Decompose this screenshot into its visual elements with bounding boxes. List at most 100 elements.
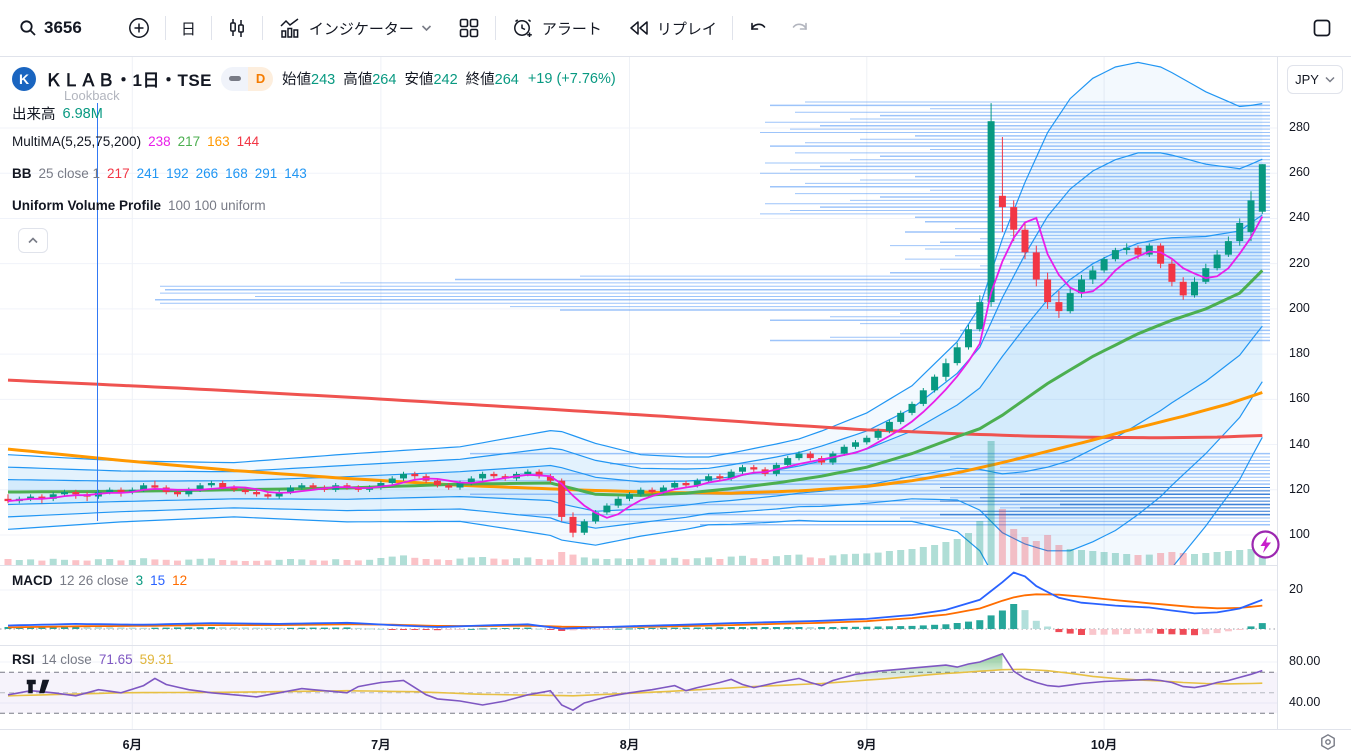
collapse-legend-button[interactable] xyxy=(18,228,48,253)
dash-icon xyxy=(228,76,241,81)
legend-value: 238 xyxy=(148,134,171,149)
volume-profile-legend-row[interactable]: Uniform Volume Profile 100 100 uniform xyxy=(12,198,266,213)
toolbar-divider xyxy=(494,16,496,40)
price-axis-label: 180 xyxy=(1289,346,1310,361)
toolbar-divider xyxy=(210,16,212,40)
undo-button[interactable] xyxy=(739,13,779,43)
time-axis-label: 6月 xyxy=(122,738,143,752)
alert-label: アラート xyxy=(541,20,602,38)
chevron-down-icon xyxy=(1325,76,1335,83)
compare-add-button[interactable] xyxy=(119,11,159,45)
ohlc-pair: 安値242 xyxy=(404,72,458,88)
alarm-plus-icon xyxy=(511,16,535,40)
price-axis-label: 200 xyxy=(1289,300,1310,315)
uvp-title: Uniform Volume Profile xyxy=(12,198,162,213)
alert-button[interactable]: アラート xyxy=(502,10,611,46)
undo-icon xyxy=(748,19,770,37)
interval-button[interactable]: 日 xyxy=(172,12,205,45)
lightning-trade-button[interactable] xyxy=(1250,529,1281,560)
legend-value: 71.65 xyxy=(98,652,133,667)
ohlc-pair: 始値243 xyxy=(282,72,336,88)
time-axis[interactable]: 6月 7月 8月 9月 10月 xyxy=(0,729,1351,753)
volume-legend-row[interactable]: 出来高 6.98M xyxy=(12,103,103,124)
chart-style-button[interactable] xyxy=(218,11,256,45)
currency-label: JPY xyxy=(1295,72,1319,87)
rsi-params: 14 close xyxy=(41,652,92,667)
macd-legend-row[interactable]: MACD 12 26 close 3 15 12 xyxy=(12,573,194,588)
symbol-logo: K xyxy=(12,66,36,91)
price-axis-label: 140 xyxy=(1289,436,1310,451)
multima-legend-row[interactable]: MultiMA(5,25,75,200) 238 217 163 144 xyxy=(12,134,266,149)
toolbar-divider xyxy=(731,16,733,40)
bb-params: 25 close 1 xyxy=(38,166,101,181)
ohlc-values: 始値243 高値264 安値242 終値264 xyxy=(282,68,519,89)
symbol-legend-row[interactable]: K ＫＬＡＢ・1日・TSE D 始値243 高値264 安値242 終値264 +19… xyxy=(12,66,616,91)
layout-grid-button[interactable] xyxy=(449,11,489,45)
rsi-legend-row[interactable]: RSI 14 close 71.65 59.31 xyxy=(12,652,180,667)
currency-select[interactable]: JPY xyxy=(1287,65,1343,94)
price-axis-label: 220 xyxy=(1289,255,1310,270)
multima-title: MultiMA(5,25,75,200) xyxy=(12,134,142,149)
legend-value: 163 xyxy=(207,134,230,149)
redo-button[interactable] xyxy=(779,13,819,43)
time-axis-label: 9月 xyxy=(857,738,877,752)
interval-label: 日 xyxy=(180,20,196,38)
legend-value: 217 xyxy=(107,166,130,181)
search-icon xyxy=(19,19,37,37)
ohlc-pair: 高値264 xyxy=(343,72,397,88)
fullscreen-square-icon xyxy=(1312,18,1332,38)
price-axis-label: 120 xyxy=(1289,481,1310,496)
toolbar-divider xyxy=(261,16,263,40)
bb-legend-row[interactable]: BB 25 close 1 217 241 192 266 168 291 143 xyxy=(12,166,314,181)
legend-value: 217 xyxy=(177,134,201,149)
fullscreen-button[interactable] xyxy=(1303,12,1341,44)
legend-value: 15 xyxy=(150,573,166,588)
legend-value: 12 xyxy=(172,573,188,588)
time-axis-label: 7月 xyxy=(371,738,391,752)
symbol-title[interactable]: ＫＬＡＢ・1日・TSE xyxy=(45,71,213,90)
replay-label: リプレイ xyxy=(656,20,717,38)
legend-value: 143 xyxy=(284,166,307,181)
rsi-values: 71.65 59.31 xyxy=(99,652,181,667)
change-value: +19 (+7.76%) xyxy=(527,70,616,87)
indicators-button[interactable]: インジケーター xyxy=(269,11,441,45)
replay-button[interactable]: リプレイ xyxy=(619,12,726,45)
pause-segment[interactable] xyxy=(221,66,249,91)
rsi-title: RSI xyxy=(12,652,35,667)
chevron-down-icon xyxy=(421,24,432,32)
price-axis[interactable]: JPY 280 260 240 220 200 180 160 140 120 100 20 80.0… xyxy=(1277,57,1351,729)
plus-circle-icon xyxy=(128,17,150,39)
market-status-toggle[interactable]: D xyxy=(221,66,274,91)
symbol-search-text: 3656 xyxy=(44,18,82,37)
pane-separator[interactable] xyxy=(0,565,1351,566)
uvp-params: 100 100 uniform xyxy=(168,198,266,213)
daily-segment[interactable]: D xyxy=(248,66,274,91)
price-axis-label: 280 xyxy=(1289,120,1310,134)
indicators-label: インジケーター xyxy=(308,20,414,38)
price-axis-label: 20 xyxy=(1289,582,1303,596)
ohlc-pair: 終値264 xyxy=(465,72,519,88)
legend-value: 59.31 xyxy=(139,652,174,667)
volume-value: 6.98M xyxy=(62,105,103,122)
legend-value: 192 xyxy=(166,166,189,181)
multima-values: 238 217 163 144 xyxy=(148,134,266,149)
chart-area[interactable]: Lookback K ＫＬＡＢ・1日・TSE D 始値243 高値264 安値242… xyxy=(0,57,1351,753)
pane-separator[interactable] xyxy=(0,645,1351,646)
toolbar-divider xyxy=(164,16,166,40)
lookback-drawing-label[interactable]: Lookback xyxy=(64,88,120,103)
settings-icon[interactable] xyxy=(1319,733,1337,756)
bb-values: 217 241 192 266 168 291 143 xyxy=(107,166,314,181)
price-axis-label: 260 xyxy=(1289,165,1310,180)
legend-value: 3 xyxy=(135,573,144,588)
legend-value: 241 xyxy=(136,166,160,181)
macd-pane xyxy=(0,571,1277,636)
symbol-search-button[interactable]: 3656 xyxy=(10,12,91,44)
legend-value: 168 xyxy=(225,166,248,181)
volume-bars xyxy=(4,441,1266,565)
price-axis-label: 80.00 xyxy=(1289,654,1321,668)
rewind-icon xyxy=(628,19,650,37)
price-axis-label: 240 xyxy=(1289,210,1310,225)
top-toolbar: 3656 日 インジケーター xyxy=(0,0,1351,57)
tradingview-logo[interactable] xyxy=(26,679,50,704)
